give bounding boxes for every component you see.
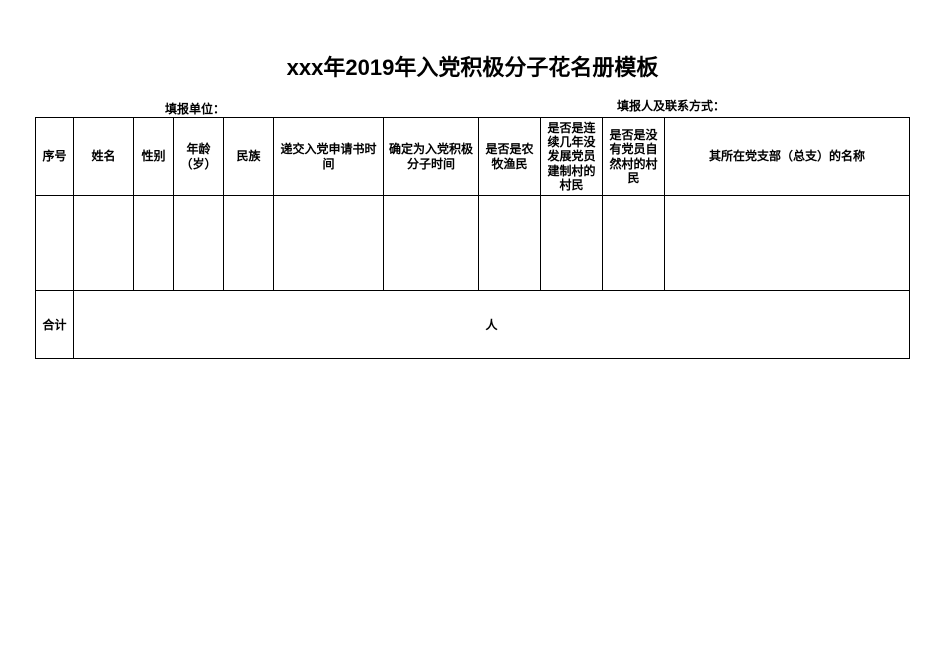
col-header-branch: 其所在党支部（总支）的名称	[665, 118, 910, 196]
col-header-apply: 递交入党申请书时间	[274, 118, 384, 196]
header-row: 填报单位： 填报人及联系方式：	[35, 100, 910, 117]
col-header-confirm: 确定为入党积极分子时间	[384, 118, 479, 196]
cell-gender	[134, 196, 174, 291]
cell-branch	[665, 196, 910, 291]
col-header-farmer: 是否是农牧渔民	[479, 118, 541, 196]
total-value: 人	[74, 291, 910, 359]
roster-table: 序号 姓名 性别 年龄（岁） 民族 递交入党申请书时间 确定为入党积极分子时间 …	[35, 117, 910, 359]
cell-farmer	[479, 196, 541, 291]
cell-age	[174, 196, 224, 291]
table-total-row: 合计 人	[36, 291, 910, 359]
contact-label: 填报人及联系方式：	[617, 100, 725, 117]
table-row	[36, 196, 910, 291]
cell-confirm	[384, 196, 479, 291]
cell-village2	[603, 196, 665, 291]
cell-apply	[274, 196, 384, 291]
col-header-gender: 性别	[134, 118, 174, 196]
col-header-name: 姓名	[74, 118, 134, 196]
col-header-village2: 是否是没有党员自然村的村民	[603, 118, 665, 196]
cell-ethnic	[224, 196, 274, 291]
unit-label: 填报单位：	[165, 100, 225, 117]
cell-seq	[36, 196, 74, 291]
col-header-ethnic: 民族	[224, 118, 274, 196]
col-header-village1: 是否是连续几年没发展党员建制村的村民	[541, 118, 603, 196]
col-header-age: 年龄（岁）	[174, 118, 224, 196]
document-title: xxx年2019年入党积极分子花名册模板	[35, 50, 910, 82]
total-label: 合计	[36, 291, 74, 359]
cell-village1	[541, 196, 603, 291]
table-header-row: 序号 姓名 性别 年龄（岁） 民族 递交入党申请书时间 确定为入党积极分子时间 …	[36, 118, 910, 196]
cell-name	[74, 196, 134, 291]
col-header-seq: 序号	[36, 118, 74, 196]
